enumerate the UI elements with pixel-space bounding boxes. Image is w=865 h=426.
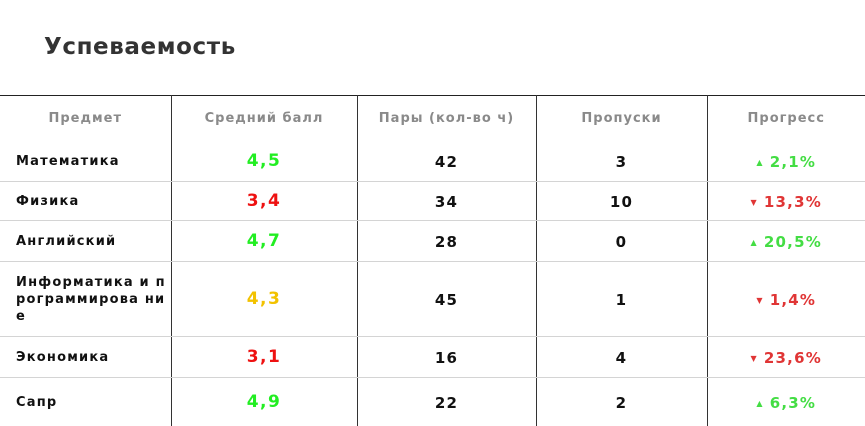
table-header-row: Предмет Средний балл Пары (кол-во ч) Про… xyxy=(0,96,865,142)
absences-value: 10 xyxy=(610,193,633,211)
progress-value: 13,3% xyxy=(764,193,822,211)
grade-cell: 3,4 xyxy=(171,182,357,221)
hours-cell: 22 xyxy=(357,378,536,426)
grades-table: Предмет Средний балл Пары (кол-во ч) Про… xyxy=(0,95,865,426)
progress-indicator: ▲ 6,3% xyxy=(756,394,816,412)
subject-label: Информатика и программирова ние xyxy=(16,274,166,325)
grade-cell: 4,3 xyxy=(171,262,357,337)
triangle-up-icon: ▲ xyxy=(756,158,763,167)
absences-value: 0 xyxy=(616,233,628,251)
grade-value: 4,5 xyxy=(247,151,282,171)
column-header-subject: Предмет xyxy=(0,96,171,142)
grade-cell: 4,5 xyxy=(171,141,357,182)
progress-indicator: ▼ 23,6% xyxy=(751,349,822,367)
progress-value: 6,3% xyxy=(770,394,816,412)
subject-cell: Математика xyxy=(0,141,171,182)
subject-cell: Английский xyxy=(0,221,171,262)
grade-value: 4,3 xyxy=(247,289,282,309)
column-header-hours: Пары (кол-во ч) xyxy=(357,96,536,142)
subject-cell: Физика xyxy=(0,182,171,221)
column-header-progress: Прогресс xyxy=(707,96,865,142)
progress-indicator: ▲ 20,5% xyxy=(751,233,822,251)
hours-cell: 45 xyxy=(357,262,536,337)
grade-value: 3,4 xyxy=(247,191,282,211)
page-title: Успеваемость xyxy=(44,34,236,60)
hours-value: 16 xyxy=(435,349,458,367)
triangle-down-icon: ▼ xyxy=(751,198,758,207)
triangle-up-icon: ▲ xyxy=(751,238,758,247)
absences-value: 2 xyxy=(616,394,628,412)
hours-cell: 16 xyxy=(357,337,536,378)
table-row: Английский 4,7 28 0 ▲ 20,5% xyxy=(0,221,865,262)
hours-value: 42 xyxy=(435,153,458,171)
subject-cell: Информатика и программирова ние xyxy=(0,262,171,337)
absences-value: 3 xyxy=(616,153,628,171)
hours-cell: 42 xyxy=(357,141,536,182)
column-header-average-grade: Средний балл xyxy=(171,96,357,142)
grade-value: 4,7 xyxy=(247,231,282,251)
absences-cell: 0 xyxy=(536,221,707,262)
absences-value: 4 xyxy=(616,349,628,367)
grade-cell: 4,7 xyxy=(171,221,357,262)
hours-value: 22 xyxy=(435,394,458,412)
triangle-down-icon: ▼ xyxy=(751,354,758,363)
absences-cell: 2 xyxy=(536,378,707,426)
hours-value: 45 xyxy=(435,291,458,309)
table-row: Информатика и программирова ние 4,3 45 1… xyxy=(0,262,865,337)
table-row: Сапр 4,9 22 2 ▲ 6,3% xyxy=(0,378,865,426)
subject-cell: Сапр xyxy=(0,378,171,426)
grade-cell: 4,9 xyxy=(171,378,357,426)
triangle-down-icon: ▼ xyxy=(756,296,763,305)
progress-cell: ▲ 6,3% xyxy=(707,378,865,426)
hours-cell: 28 xyxy=(357,221,536,262)
grade-cell: 3,1 xyxy=(171,337,357,378)
absences-cell: 3 xyxy=(536,141,707,182)
absences-cell: 10 xyxy=(536,182,707,221)
triangle-up-icon: ▲ xyxy=(756,399,763,408)
grade-value: 4,9 xyxy=(247,392,282,412)
progress-cell: ▼ 1,4% xyxy=(707,262,865,337)
progress-cell: ▼ 23,6% xyxy=(707,337,865,378)
progress-cell: ▲ 20,5% xyxy=(707,221,865,262)
absences-cell: 4 xyxy=(536,337,707,378)
hours-value: 28 xyxy=(435,233,458,251)
progress-cell: ▼ 13,3% xyxy=(707,182,865,221)
hours-cell: 34 xyxy=(357,182,536,221)
column-header-absences: Пропуски xyxy=(536,96,707,142)
absences-value: 1 xyxy=(616,291,628,309)
table-row: Экономика 3,1 16 4 ▼ 23,6% xyxy=(0,337,865,378)
table-row: Математика 4,5 42 3 ▲ 2,1% xyxy=(0,141,865,182)
table-row: Физика 3,4 34 10 ▼ 13,3% xyxy=(0,182,865,221)
progress-indicator: ▼ 13,3% xyxy=(751,193,822,211)
hours-value: 34 xyxy=(435,193,458,211)
progress-value: 20,5% xyxy=(764,233,822,251)
progress-value: 2,1% xyxy=(770,153,816,171)
progress-cell: ▲ 2,1% xyxy=(707,141,865,182)
absences-cell: 1 xyxy=(536,262,707,337)
subject-cell: Экономика xyxy=(0,337,171,378)
progress-indicator: ▼ 1,4% xyxy=(756,291,816,309)
progress-value: 1,4% xyxy=(770,291,816,309)
progress-indicator: ▲ 2,1% xyxy=(756,153,816,171)
progress-value: 23,6% xyxy=(764,349,822,367)
grade-value: 3,1 xyxy=(247,347,282,367)
